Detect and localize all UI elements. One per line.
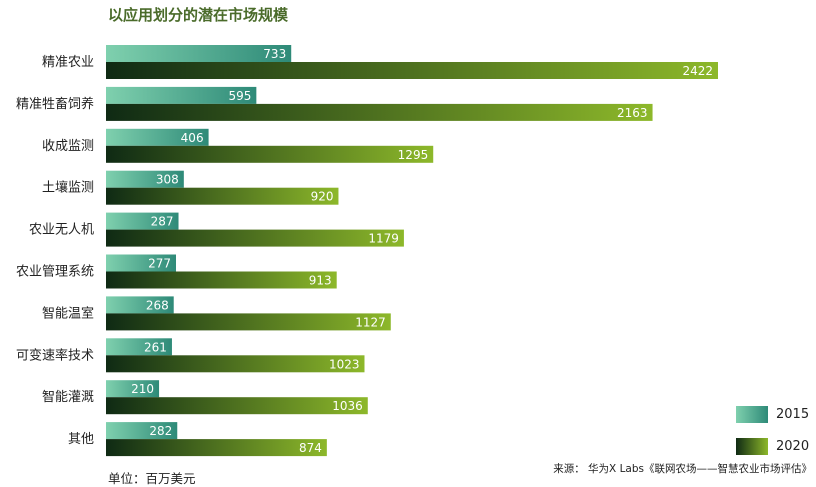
bar-2015 xyxy=(106,128,209,146)
bar-2020 xyxy=(106,397,368,415)
bar-2015 xyxy=(106,296,174,314)
data-label-2015: 595 xyxy=(228,89,251,103)
bar-2020 xyxy=(106,439,327,457)
bar-2015 xyxy=(106,170,184,188)
data-label-2015: 733 xyxy=(263,47,286,61)
unit-label: 单位：百万美元 xyxy=(108,471,196,486)
bar-2015 xyxy=(106,422,178,440)
category-label: 可变速率技术 xyxy=(16,347,94,363)
legend-label-2015: 2015 xyxy=(776,406,810,422)
data-label-2015: 210 xyxy=(131,382,154,396)
data-label-2020: 1036 xyxy=(332,399,363,413)
bar-2020 xyxy=(106,229,404,247)
category-label: 智能灌溉 xyxy=(42,390,94,405)
legend: 2015 2020 xyxy=(736,398,809,462)
bar-2015 xyxy=(106,338,172,356)
bar-2020 xyxy=(106,313,391,331)
data-label-2020: 1127 xyxy=(355,315,386,329)
category-label: 其他 xyxy=(68,432,94,447)
bar-2015 xyxy=(106,254,176,272)
data-label-2015: 261 xyxy=(144,340,167,354)
bar-2020 xyxy=(106,145,434,163)
data-label-2020: 2163 xyxy=(617,106,648,120)
data-label-2015: 308 xyxy=(156,173,179,187)
data-label-2015: 406 xyxy=(181,131,204,145)
legend-label-2020: 2020 xyxy=(776,438,810,454)
category-label: 农业管理系统 xyxy=(16,265,94,280)
bar-2020 xyxy=(106,103,653,121)
bar-2015 xyxy=(106,45,292,62)
category-label: 精准农业 xyxy=(42,55,94,70)
bar-2020 xyxy=(106,355,365,373)
data-label-2020: 913 xyxy=(309,274,332,288)
bar-2020 xyxy=(106,62,718,79)
data-label-2020: 1179 xyxy=(368,232,399,246)
data-label-2020: 1023 xyxy=(329,357,360,371)
data-label-2020: 920 xyxy=(311,190,334,204)
data-label-2015: 282 xyxy=(149,424,172,438)
category-label: 智能温室 xyxy=(42,305,94,321)
data-label-2015: 287 xyxy=(151,215,174,229)
data-label-2020: 1295 xyxy=(398,148,429,162)
category-label: 农业无人机 xyxy=(29,223,94,238)
bar-2020 xyxy=(106,187,339,205)
source-label: 来源： 华为X Labs《联网农场——智慧农业市场评估》 xyxy=(553,463,812,475)
legend-item-2015: 2015 xyxy=(736,398,809,430)
chart-title: 以应用划分的潜在市场规模 xyxy=(108,6,289,24)
data-label-2020: 2422 xyxy=(682,64,713,78)
category-label: 收成监测 xyxy=(42,139,94,154)
bar-2020 xyxy=(106,271,337,289)
bar-2015 xyxy=(106,212,179,230)
category-label: 精准牲畜饲养 xyxy=(16,96,94,112)
data-label-2015: 268 xyxy=(146,298,169,312)
category-label: 土壤监测 xyxy=(42,180,94,196)
legend-swatch-2015 xyxy=(736,405,768,423)
bar-2015 xyxy=(106,380,160,398)
legend-swatch-2020 xyxy=(736,437,768,455)
legend-item-2020: 2020 xyxy=(736,430,809,462)
data-label-2020: 874 xyxy=(299,441,322,455)
bar-2015 xyxy=(106,86,257,104)
data-label-2015: 277 xyxy=(148,257,171,271)
